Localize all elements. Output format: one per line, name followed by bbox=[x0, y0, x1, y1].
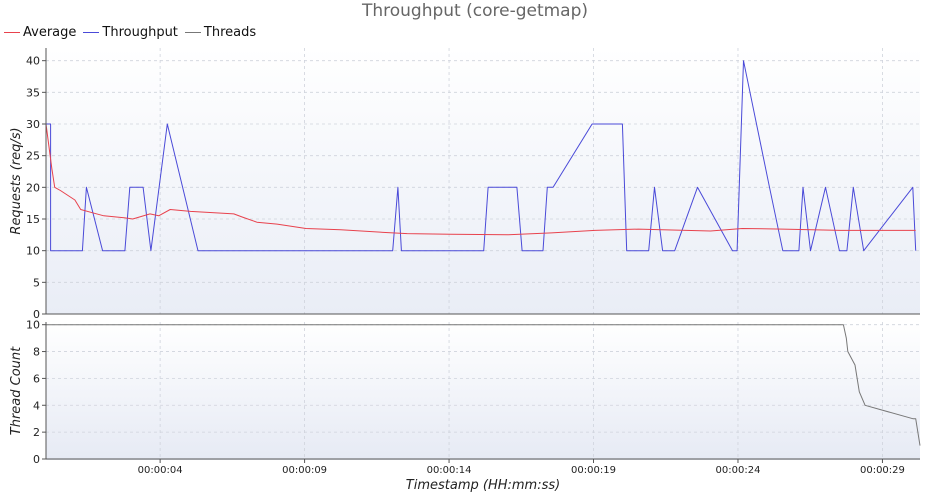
legend-item-average: Average bbox=[4, 25, 76, 40]
axis-layer: 0 5 10 15 20 25 30 35 40 0 2 4 6 8 10 00:00:04 00:00:09 0… bbox=[26, 48, 920, 476]
chart-title: Throughput (core-getmap) bbox=[361, 1, 589, 21]
x-tick-label: 00:00:09 bbox=[282, 465, 327, 476]
y-tick-label-requests: 30 bbox=[26, 118, 40, 131]
y-tick-label-requests: 0 bbox=[33, 308, 40, 321]
y-tick-label-requests: 35 bbox=[26, 86, 40, 99]
y-tick-label-requests: 5 bbox=[33, 276, 40, 289]
y-tick-label-threads: 0 bbox=[33, 453, 40, 466]
legend-swatch-throughput bbox=[83, 31, 100, 33]
y-tick-label-requests: 20 bbox=[26, 181, 40, 194]
legend-item-threads: Threads bbox=[184, 24, 257, 40]
legend-swatch-average bbox=[4, 31, 20, 33]
y-axis-label-requests: Requests (req/s) bbox=[9, 127, 24, 234]
legend-swatch-threads bbox=[184, 31, 201, 33]
y-tick-label-requests: 15 bbox=[26, 213, 40, 226]
series-line-threads bbox=[46, 324, 921, 446]
x-axis-label: Timestamp (HH:mm:ss) bbox=[406, 478, 560, 493]
series-layer bbox=[45, 60, 921, 446]
series-line-average bbox=[45, 123, 916, 236]
x-tick-label: 00:00:04 bbox=[138, 465, 183, 476]
y-tick-label-threads: 4 bbox=[33, 399, 40, 412]
legend-label-average: Average bbox=[23, 24, 77, 40]
legend: Average Throughput Threads bbox=[4, 23, 263, 41]
y-tick-label-threads: 2 bbox=[33, 426, 40, 439]
x-tick-label: 00:00:19 bbox=[571, 465, 616, 476]
legend-label-throughput: Throughput bbox=[102, 24, 178, 40]
legend-item-throughput: Throughput bbox=[83, 25, 178, 40]
top-plot-background bbox=[46, 48, 920, 314]
y-tick-label-threads: 6 bbox=[33, 372, 40, 385]
y-tick-label-requests: 40 bbox=[26, 55, 40, 68]
bottom-plot-background bbox=[46, 322, 920, 460]
y-axis-label-thread-count: Thread Count bbox=[9, 346, 24, 435]
x-tick-label: 00:00:29 bbox=[860, 465, 905, 476]
y-tick-label-requests: 25 bbox=[26, 150, 40, 163]
x-tick-label: 00:00:14 bbox=[427, 465, 472, 476]
y-tick-label-threads: 10 bbox=[26, 319, 40, 332]
y-tick-label-requests: 10 bbox=[26, 245, 40, 258]
y-tick-label-threads: 8 bbox=[33, 346, 40, 359]
x-tick-label: 00:00:24 bbox=[716, 465, 761, 476]
legend-label-threads: Threads bbox=[203, 24, 257, 40]
